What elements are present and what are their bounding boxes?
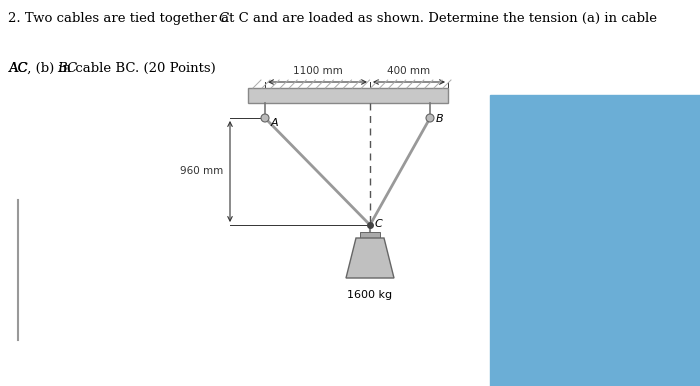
Text: BC: BC bbox=[57, 62, 78, 75]
Text: C: C bbox=[218, 12, 228, 25]
Text: A: A bbox=[271, 118, 279, 128]
Bar bbox=[248, 88, 448, 103]
Circle shape bbox=[261, 114, 269, 122]
Text: B: B bbox=[436, 114, 444, 124]
Text: 1100 mm: 1100 mm bbox=[293, 66, 342, 76]
Text: 1600 kg: 1600 kg bbox=[347, 290, 393, 300]
Text: AC: AC bbox=[8, 62, 28, 75]
Bar bbox=[490, 95, 700, 386]
Text: AC, (b) in cable BC. (20 Points): AC, (b) in cable BC. (20 Points) bbox=[8, 62, 216, 75]
Polygon shape bbox=[346, 238, 394, 278]
Text: 400 mm: 400 mm bbox=[387, 66, 430, 76]
Circle shape bbox=[426, 114, 434, 122]
Text: C: C bbox=[375, 219, 383, 229]
Text: 960 mm: 960 mm bbox=[181, 166, 223, 176]
Text: 2. Two cables are tied together at C and are loaded as shown. Determine the tens: 2. Two cables are tied together at C and… bbox=[8, 12, 657, 25]
Bar bbox=[360, 232, 380, 238]
